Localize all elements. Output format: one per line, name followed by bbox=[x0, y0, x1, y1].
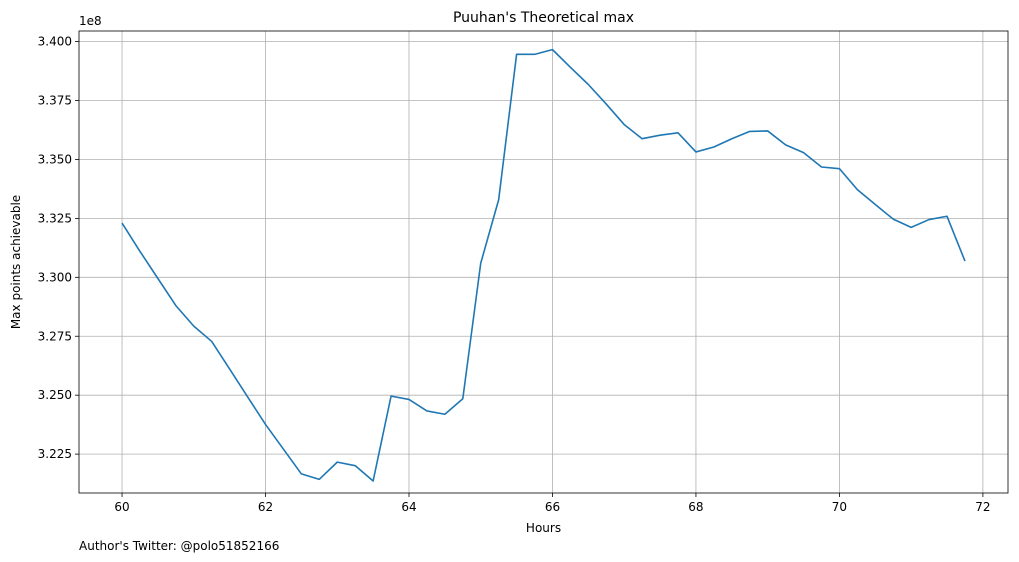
x-tick-label: 66 bbox=[545, 500, 560, 514]
y-tick-label: 3.400 bbox=[38, 35, 72, 49]
series-line bbox=[121, 48, 966, 482]
x-axis: 60 62 64 66 68 70 72 bbox=[114, 493, 991, 514]
y-tick-label: 3.300 bbox=[38, 270, 72, 284]
x-tick-label: 72 bbox=[975, 500, 990, 514]
x-tick-label: 60 bbox=[114, 500, 129, 514]
y-tick-label: 3.250 bbox=[38, 388, 72, 402]
grid-lines bbox=[79, 31, 1008, 493]
x-tick-label: 62 bbox=[258, 500, 273, 514]
chart-title: Puuhan's Theoretical max bbox=[453, 10, 634, 26]
footer-credit: Author's Twitter: @polo51852166 bbox=[79, 539, 279, 553]
y-offset-label: 1e8 bbox=[79, 14, 102, 28]
x-tick-label: 70 bbox=[832, 500, 847, 514]
x-tick-label: 64 bbox=[401, 500, 416, 514]
plot-frame bbox=[78, 30, 1009, 494]
y-axis-label: Max points achievable bbox=[9, 195, 23, 329]
y-axis: 3.225 3.250 3.275 3.300 3.325 3.350 3.375 3.400 bbox=[38, 35, 79, 461]
y-tick-label: 3.275 bbox=[38, 329, 72, 343]
y-tick-label: 3.225 bbox=[38, 447, 72, 461]
x-tick-label: 68 bbox=[688, 500, 703, 514]
y-tick-label: 3.325 bbox=[38, 211, 72, 225]
y-tick-label: 3.350 bbox=[38, 152, 72, 166]
x-axis-label: Hours bbox=[526, 521, 561, 535]
y-tick-label: 3.375 bbox=[38, 94, 72, 108]
series-group bbox=[121, 48, 966, 482]
